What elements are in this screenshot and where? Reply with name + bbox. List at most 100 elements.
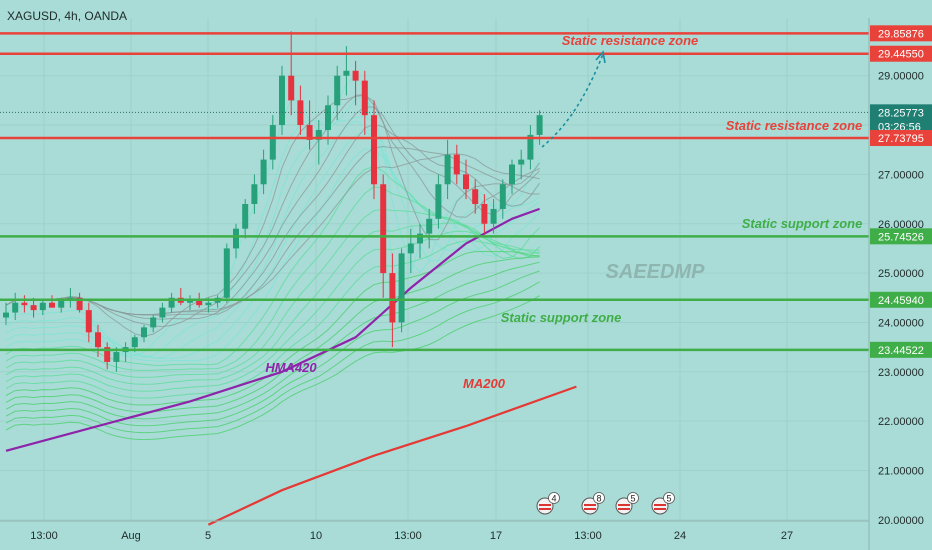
candle-body[interactable]: [131, 337, 138, 348]
candle-body[interactable]: [12, 302, 19, 313]
badge-count-bubble: [627, 492, 639, 504]
candle-body[interactable]: [141, 327, 147, 338]
candle-body[interactable]: [490, 208, 497, 224]
projection-path: [541, 53, 604, 148]
support-price-tag[interactable]: [870, 228, 932, 245]
candle-body[interactable]: [343, 70, 350, 76]
candle-body[interactable]: [150, 317, 157, 328]
candle-body[interactable]: [435, 184, 442, 219]
candle-body[interactable]: [380, 184, 387, 274]
candle-body[interactable]: [279, 75, 285, 126]
candle-body[interactable]: [159, 307, 166, 318]
badge-count: 8: [596, 494, 601, 504]
candle-body[interactable]: [76, 297, 83, 311]
candle-body[interactable]: [187, 300, 193, 303]
candle-body[interactable]: [334, 75, 341, 106]
candle-body[interactable]: [371, 115, 377, 185]
candle-body[interactable]: [361, 80, 368, 116]
candle-body[interactable]: [444, 154, 451, 185]
resistance-price-tag[interactable]: [870, 45, 932, 62]
candle-body[interactable]: [113, 352, 120, 362]
flag-stripe: [618, 508, 630, 510]
candle-body[interactable]: [417, 233, 423, 244]
candle-body[interactable]: [463, 174, 469, 190]
candle-body[interactable]: [196, 300, 203, 306]
candle-body[interactable]: [426, 218, 433, 234]
badge-count: 5: [666, 494, 671, 504]
price-tick-label: 20.00000: [878, 515, 924, 527]
candle-body[interactable]: [30, 305, 37, 311]
support-price-tag[interactable]: [870, 341, 932, 358]
candle-body[interactable]: [269, 125, 276, 160]
price-tags[interactable]: 29.8587629.4455028.2577303:26:5627.73795…: [870, 25, 932, 358]
event-badges[interactable]: 4 8 5 5: [536, 492, 675, 515]
candle-body[interactable]: [3, 312, 9, 318]
badge-count: 4: [551, 494, 556, 504]
ribbon-line: [5, 230, 540, 392]
candle-body[interactable]: [85, 310, 92, 333]
hma420-line: [5, 207, 540, 452]
candle-body[interactable]: [536, 115, 543, 135]
candle-body[interactable]: [104, 347, 111, 362]
candle-body[interactable]: [315, 129, 322, 140]
candle-body[interactable]: [58, 300, 65, 308]
candle-body[interactable]: [407, 243, 414, 254]
candle-body[interactable]: [518, 159, 525, 165]
price-tick-label: 27.00000: [878, 169, 924, 181]
candle-body[interactable]: [39, 302, 46, 311]
price-tag-text: 29.85876: [878, 28, 924, 40]
time-tick-label: 13:00: [574, 530, 602, 542]
economic-event-badge[interactable]: 4: [536, 492, 560, 515]
ribbon-line-grey: [5, 94, 541, 337]
price-tick-label: 22.00000: [878, 416, 924, 428]
candle-body[interactable]: [352, 70, 359, 81]
economic-event-badge[interactable]: 5: [615, 492, 639, 515]
candle-body[interactable]: [205, 302, 212, 306]
ribbon-line: [5, 240, 540, 399]
support-zone-label: Static support zone: [501, 310, 622, 325]
candle-body[interactable]: [453, 154, 460, 175]
candle-body[interactable]: [389, 273, 396, 323]
flag-stripe: [539, 508, 551, 510]
candle-body[interactable]: [233, 228, 239, 249]
support-price-tag[interactable]: [870, 291, 932, 308]
candle-body[interactable]: [288, 75, 295, 101]
time-tick-label: 13:00: [394, 530, 422, 542]
ribbon-line: [5, 208, 540, 378]
candle-body[interactable]: [398, 253, 405, 323]
candle-body[interactable]: [472, 189, 479, 205]
ribbon-line: [5, 222, 540, 385]
candle-body[interactable]: [21, 302, 28, 306]
candle-body[interactable]: [251, 184, 258, 205]
candle-body[interactable]: [509, 164, 515, 185]
candle-body[interactable]: [481, 204, 488, 224]
candle-body[interactable]: [223, 248, 230, 298]
current-price-tag[interactable]: [870, 104, 932, 121]
candle-body[interactable]: [260, 159, 267, 185]
flag-stripe: [654, 504, 666, 506]
support-zone-label: Static support zone: [742, 216, 863, 231]
economic-event-badge[interactable]: 5: [651, 492, 675, 515]
badge-count-bubble: [593, 492, 605, 504]
candle-body[interactable]: [499, 184, 506, 209]
candle-body[interactable]: [242, 204, 249, 229]
badge-count: 5: [630, 494, 635, 504]
economic-event-badge[interactable]: 8: [581, 492, 605, 515]
time-axis-ticks: 13:00 Aug 5 10 13:00 17 13:00 24 27: [30, 530, 793, 542]
resistance-zone-label: Static resistance zone: [726, 118, 863, 133]
candle-body[interactable]: [306, 125, 313, 140]
ribbon-line: [5, 270, 540, 427]
badge-count-bubble: [548, 492, 560, 504]
candle-body[interactable]: [325, 105, 331, 130]
candle-body[interactable]: [95, 332, 101, 348]
ribbon-line: [5, 186, 540, 372]
candle-body[interactable]: [527, 134, 534, 160]
candle-body[interactable]: [49, 302, 55, 308]
resistance-price-tag[interactable]: [870, 129, 932, 146]
ma200-line: [207, 385, 577, 526]
resistance-price-tag[interactable]: [870, 25, 932, 42]
price-axis-ticks: 29.00000 27.00000 26.00000 25.00000 24.00000…: [878, 71, 924, 527]
candle-body[interactable]: [168, 297, 175, 308]
static-zone-lines[interactable]: [0, 32, 869, 352]
